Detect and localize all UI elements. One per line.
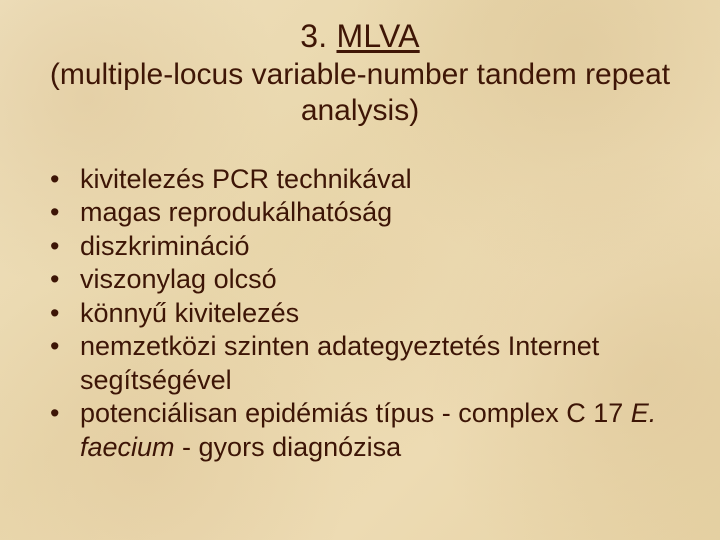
list-item-text: könnyű kivitelezés <box>80 298 299 328</box>
title-acronym: MLVA <box>336 18 419 54</box>
list-item-text-pre: potenciálisan epidémiás típus - complex … <box>80 398 631 428</box>
slide-subtitle: (multiple-locus variable-number tandem r… <box>30 57 690 129</box>
list-item: potenciálisan epidémiás típus - complex … <box>46 397 682 464</box>
list-item: viszonylag olcsó <box>46 263 682 296</box>
list-item-text: kivitelezés PCR technikával <box>80 164 412 194</box>
list-item: diszkrimináció <box>46 230 682 263</box>
title-number: 3. <box>300 18 327 54</box>
list-item-text: magas reprodukálhatóság <box>80 197 392 227</box>
list-item: könnyű kivitelezés <box>46 297 682 330</box>
list-item-text: nemzetközi szinten adategyeztetés Intern… <box>80 331 599 394</box>
slide: 3. MLVA (multiple-locus variable-number … <box>0 0 720 540</box>
list-item-text: diszkrimináció <box>80 231 250 261</box>
bullet-list: kivitelezés PCR technikával magas reprod… <box>30 163 690 464</box>
list-item: nemzetközi szinten adategyeztetés Intern… <box>46 330 682 397</box>
list-item-text-post: - gyors diagnózisa <box>175 432 402 462</box>
title-block: 3. MLVA (multiple-locus variable-number … <box>30 18 690 129</box>
slide-title: 3. MLVA <box>30 18 690 55</box>
list-item-text: viszonylag olcsó <box>80 264 277 294</box>
list-item: kivitelezés PCR technikával <box>46 163 682 196</box>
list-item: magas reprodukálhatóság <box>46 196 682 229</box>
